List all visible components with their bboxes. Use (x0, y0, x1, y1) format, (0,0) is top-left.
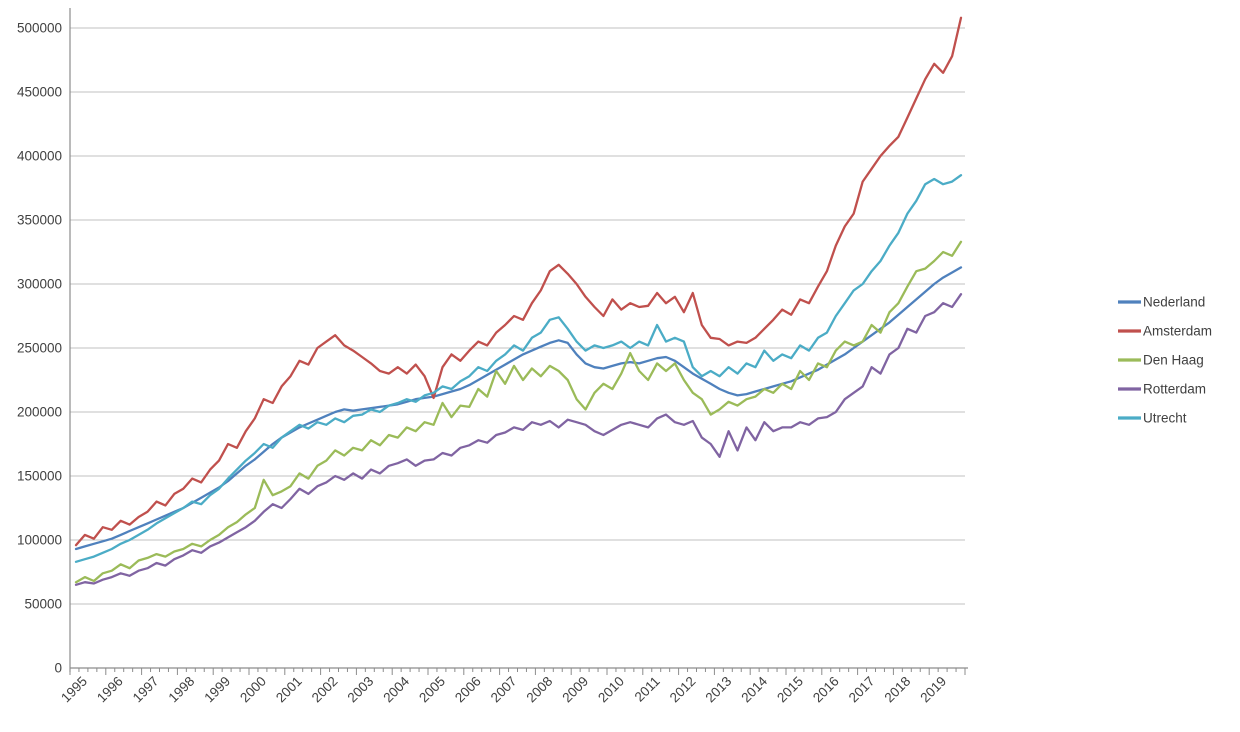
x-axis-tick-label: 1997 (130, 674, 162, 706)
legend-label-den-haag: Den Haag (1143, 353, 1204, 368)
y-axis-tick-label: 0 (54, 661, 62, 676)
x-axis-tick-label: 2006 (452, 674, 484, 706)
x-axis-tick-label: 2001 (273, 674, 305, 706)
series-line-amsterdam (74, 16, 963, 547)
x-axis-tick-label: 2017 (846, 674, 878, 706)
x-axis-tick-label: 2018 (882, 674, 914, 706)
series-line-utrecht (74, 174, 963, 563)
x-axis-tick-label: 2009 (559, 674, 591, 706)
y-axis-tick-label: 300000 (17, 277, 62, 292)
x-axis-tick-label: 2008 (524, 674, 556, 706)
series-line-rotterdam (74, 293, 963, 586)
x-axis-tick-label: 2012 (667, 674, 699, 706)
x-axis-tick-label: 2010 (595, 674, 627, 706)
series-line-den-haag (74, 240, 963, 584)
x-axis-tick-label: 2011 (632, 674, 663, 705)
x-axis-tick-label: 1996 (94, 674, 126, 706)
x-axis-tick-label: 2014 (738, 673, 770, 705)
x-axis-tick-label: 1998 (166, 674, 198, 706)
x-axis-tick-label: 2016 (810, 674, 842, 706)
legend-label-utrecht: Utrecht (1143, 411, 1187, 426)
y-axis-tick-label: 150000 (17, 469, 62, 484)
x-axis-tick-label: 2000 (237, 674, 269, 706)
y-axis-tick-label: 100000 (17, 533, 62, 548)
y-axis-tick-label: 500000 (17, 21, 62, 36)
x-axis-tick-label: 1999 (201, 674, 233, 706)
y-axis-tick-label: 200000 (17, 405, 62, 420)
x-axis-tick-label: 2007 (488, 674, 520, 706)
x-axis-tick-label: 2019 (917, 674, 949, 706)
legend-label-amsterdam: Amsterdam (1143, 324, 1212, 339)
x-axis-tick-label: 2004 (380, 673, 412, 705)
x-axis-tick-label: 2003 (345, 674, 377, 706)
x-axis-tick-label: 2005 (416, 674, 448, 706)
x-axis-tick-label: 2015 (774, 674, 806, 706)
x-axis-tick-label: 1995 (58, 674, 90, 706)
series-line-nederland (74, 266, 963, 551)
y-axis-tick-label: 450000 (17, 85, 62, 100)
x-axis-tick-label: 2013 (703, 674, 735, 706)
legend-label-nederland: Nederland (1143, 295, 1205, 310)
x-axis-tick-label: 2002 (309, 674, 341, 706)
y-axis-tick-label: 250000 (17, 341, 62, 356)
legend-label-rotterdam: Rotterdam (1143, 382, 1206, 397)
y-axis-tick-label: 400000 (17, 149, 62, 164)
y-axis-tick-label: 350000 (17, 213, 62, 228)
y-axis-tick-label: 50000 (24, 597, 62, 612)
